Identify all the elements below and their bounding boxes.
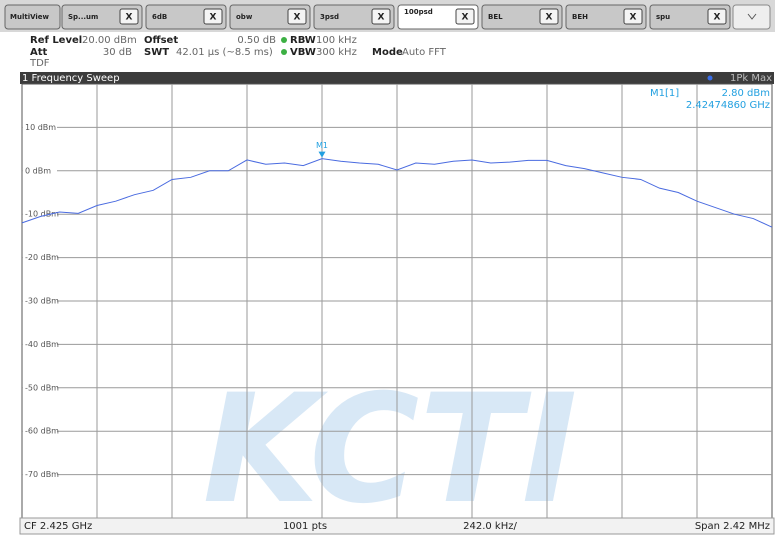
mode: Auto FFT xyxy=(402,47,447,58)
trace-indicator xyxy=(707,75,713,81)
tab-label: BEL xyxy=(488,13,503,21)
tab-close-label: X xyxy=(126,13,133,23)
vbw: 300 kHz xyxy=(316,47,357,58)
tab-close-label: X xyxy=(210,13,217,23)
tab-close-button[interactable] xyxy=(455,8,475,25)
y-tick-label: -40 dBm xyxy=(25,340,59,349)
y-tick-label: -10 dBm xyxy=(25,210,59,219)
tab-close-label: X xyxy=(378,13,385,23)
y-tick-label: -70 dBm xyxy=(25,470,59,479)
rbw: 100 kHz xyxy=(316,35,357,46)
y-tick-label: -30 dBm xyxy=(25,297,59,306)
swt-label: SWT xyxy=(144,47,169,58)
tick-label-bg xyxy=(23,251,57,264)
ref-level-label: Ref Level xyxy=(30,35,82,46)
vbw-label: VBW xyxy=(290,47,316,58)
vbw-indicator xyxy=(281,49,287,55)
tab-label: Sp...um xyxy=(68,13,98,21)
swt: 42.01 µs (~8.5 ms) xyxy=(176,47,273,58)
tab-label: obw xyxy=(236,13,253,21)
tab-label: spu xyxy=(656,13,670,21)
offset-label: Offset xyxy=(144,35,178,46)
mode-label: Mode xyxy=(372,47,403,58)
center-frequency: CF 2.425 GHz xyxy=(24,521,92,532)
window-title: 1 Frequency Sweep xyxy=(22,73,120,84)
rbw-indicator xyxy=(281,37,287,43)
y-tick-label: -60 dBm xyxy=(25,427,59,436)
rbw-label: RBW xyxy=(290,35,316,46)
points: 1001 pts xyxy=(283,521,327,532)
tab-label: 3psd xyxy=(320,13,339,21)
tab-label: 100psd xyxy=(404,8,433,16)
tab-close-button[interactable] xyxy=(287,8,307,25)
offset: 0.50 dB xyxy=(237,35,276,46)
y-tick-label: 10 dBm xyxy=(25,123,56,132)
window-title-bar xyxy=(20,72,774,84)
tab-close-label: X xyxy=(546,13,553,23)
tab-label: 6dB xyxy=(152,13,167,21)
tick-label-bg xyxy=(23,425,57,438)
y-tick-label: -50 dBm xyxy=(25,383,59,392)
tick-label-bg xyxy=(23,468,57,481)
ref-level: 20.00 dBm xyxy=(82,35,137,46)
tick-label-bg xyxy=(23,208,57,221)
tab-close-label: X xyxy=(630,13,637,23)
tab-close-button[interactable] xyxy=(119,8,139,25)
span: Span 2.42 MHz xyxy=(695,521,770,532)
tab-close-label: X xyxy=(294,13,301,23)
tab-close-button[interactable] xyxy=(623,8,643,25)
tick-label-bg xyxy=(23,338,57,351)
marker-label: M1 xyxy=(316,141,328,150)
marker xyxy=(318,151,326,158)
footer-bar xyxy=(19,517,775,535)
tab-label: BEH xyxy=(572,13,588,21)
att-label: Att xyxy=(30,47,48,58)
marker-readout-frequency: 2.42474860 GHz xyxy=(686,100,770,111)
tick-label-bg xyxy=(23,164,57,177)
watermark: KCTI xyxy=(203,363,578,536)
per-division: 242.0 kHz/ xyxy=(463,521,517,532)
tab-close-label: X xyxy=(462,13,469,23)
marker-readout-value: 2.80 dBm xyxy=(722,88,770,99)
tick-label-bg xyxy=(23,381,57,394)
dropdown-arrow xyxy=(747,13,757,20)
trace xyxy=(21,158,773,228)
tab-dropdown[interactable] xyxy=(732,4,771,30)
y-tick-label: 0 dBm xyxy=(25,166,51,175)
marker-readout-label: M1[1] xyxy=(650,88,679,99)
trace-name: 1Pk Max xyxy=(730,73,772,84)
tab-close-button[interactable] xyxy=(203,8,223,25)
tick-label-bg xyxy=(23,295,57,307)
tab-close-button[interactable] xyxy=(371,8,391,25)
y-tick-label: -20 dBm xyxy=(25,253,59,262)
tick-label-bg xyxy=(23,121,57,134)
tab-close-button[interactable] xyxy=(539,8,559,25)
multiview-tab[interactable] xyxy=(4,4,61,30)
tab-close-label: X xyxy=(714,13,721,23)
tab-close-button[interactable] xyxy=(707,8,727,25)
multiview-label: MultiView xyxy=(10,13,50,21)
att: 30 dB xyxy=(103,47,132,58)
tdf: TDF xyxy=(29,58,50,69)
